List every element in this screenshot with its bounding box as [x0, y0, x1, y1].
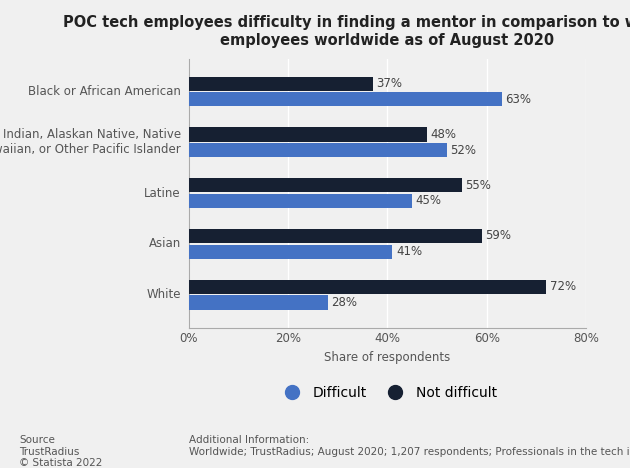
Bar — [189, 92, 501, 107]
Bar — [189, 127, 427, 141]
Bar — [189, 194, 412, 208]
Text: 48%: 48% — [431, 128, 457, 141]
Text: 45%: 45% — [416, 194, 442, 207]
Text: 52%: 52% — [450, 144, 476, 157]
Text: Source
TrustRadius
© Statista 2022: Source TrustRadius © Statista 2022 — [19, 435, 102, 468]
Text: 72%: 72% — [550, 280, 576, 293]
Bar — [189, 77, 372, 91]
Bar — [189, 279, 546, 294]
Bar — [189, 178, 462, 192]
Bar — [189, 143, 447, 157]
Text: 37%: 37% — [376, 77, 402, 90]
Legend: Difficult, Not difficult: Difficult, Not difficult — [273, 380, 502, 405]
Text: 55%: 55% — [466, 179, 491, 192]
Text: 63%: 63% — [505, 93, 531, 106]
Text: 59%: 59% — [485, 229, 511, 242]
X-axis label: Share of respondents: Share of respondents — [324, 351, 450, 364]
Text: 41%: 41% — [396, 245, 422, 258]
Title: POC tech employees difficulty in finding a mentor in comparison to white tech
em: POC tech employees difficulty in finding… — [63, 15, 630, 48]
Text: Additional Information:
Worldwide; TrustRadius; August 2020; 1,207 respondents; : Additional Information: Worldwide; Trust… — [189, 435, 630, 457]
Bar — [189, 245, 392, 259]
Bar — [189, 295, 328, 309]
Text: 28%: 28% — [331, 296, 357, 309]
Bar — [189, 229, 482, 243]
